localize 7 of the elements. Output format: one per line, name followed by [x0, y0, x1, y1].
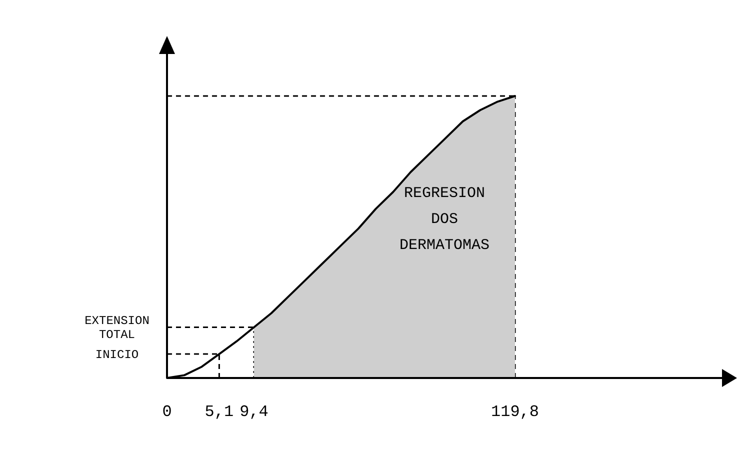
x-tick-label: 5,1	[204, 403, 234, 421]
x-tick-label: 0	[162, 403, 172, 421]
series-label: REGRESION DOS DERMATOMAS	[399, 184, 490, 254]
ref-line-label: EXTENSION TOTAL	[84, 314, 150, 342]
ref-line-label: INICIO	[95, 348, 139, 362]
x-tick-label: 119,8	[490, 403, 540, 421]
x-tick-label: 9,4	[240, 403, 268, 421]
